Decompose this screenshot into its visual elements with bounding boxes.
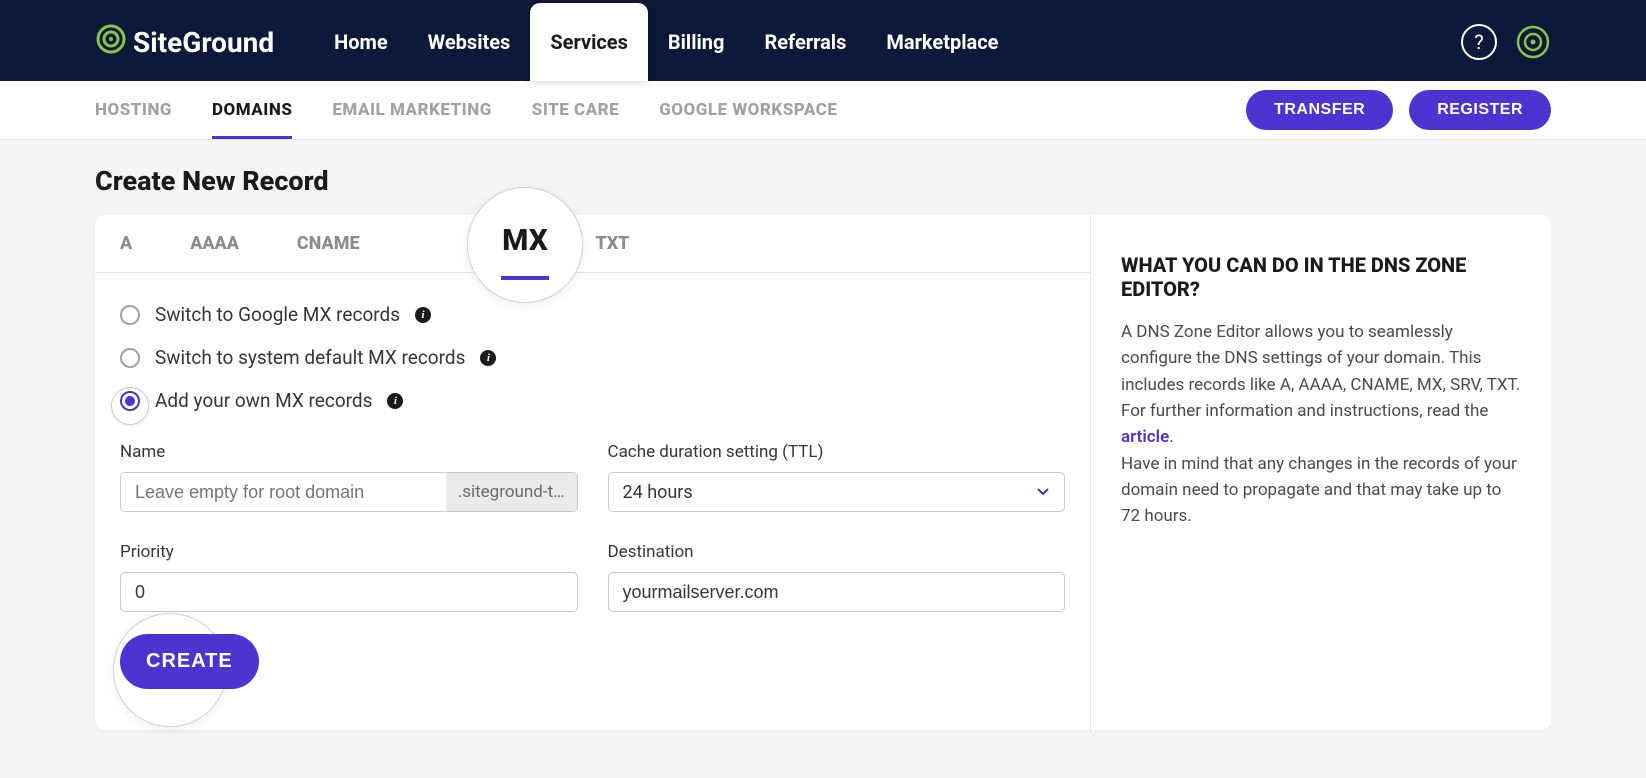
subnav-hosting[interactable]: HOSTING — [95, 81, 172, 139]
tab-a[interactable]: A — [120, 215, 132, 272]
main-panel: A AAAA CNAME MX SRV TXT MX Switch to Goo… — [95, 215, 1091, 730]
main-header: SiteGround Home Websites Services Billin… — [0, 3, 1646, 81]
record-type-tabs: A AAAA CNAME MX SRV TXT MX — [95, 215, 1090, 273]
destination-group: Destination — [608, 542, 1066, 612]
nav-referrals[interactable]: Referrals — [744, 3, 866, 81]
tab-mx-highlight[interactable]: MX — [467, 187, 583, 303]
article-link[interactable]: article — [1121, 427, 1169, 447]
chevron-down-icon — [1036, 483, 1050, 502]
info-icon[interactable]: i — [480, 350, 496, 366]
priority-label: Priority — [120, 542, 578, 562]
nav-services[interactable]: Services — [530, 3, 648, 81]
info-panel: WHAT YOU CAN DO IN THE DNS ZONE EDITOR? … — [1091, 215, 1551, 730]
name-group: Name .siteground-t… — [120, 442, 578, 512]
radio-google-label: Switch to Google MX records — [155, 303, 400, 326]
radio-system-circle — [120, 348, 140, 368]
logo-icon — [95, 23, 127, 62]
info-text-2: Have in mind that any changes in the rec… — [1121, 454, 1517, 527]
radio-system-label: Switch to system default MX records — [155, 346, 465, 369]
tab-txt[interactable]: TXT — [595, 215, 629, 272]
ttl-select[interactable]: 24 hours — [608, 472, 1066, 512]
page-title: Create New Record — [0, 140, 1646, 215]
ttl-label: Cache duration setting (TTL) — [608, 442, 1066, 462]
radio-google-circle — [120, 305, 140, 325]
radio-own-mx[interactable]: Add your own MX records i — [120, 389, 1065, 412]
record-card: A AAAA CNAME MX SRV TXT MX Switch to Goo… — [95, 215, 1551, 730]
destination-label: Destination — [608, 542, 1066, 562]
tab-aaaa[interactable]: AAAA — [190, 215, 239, 272]
form-area: Switch to Google MX records i Switch to … — [95, 273, 1090, 730]
help-icon[interactable]: ? — [1461, 24, 1497, 60]
tab-mx-label: MX — [502, 223, 548, 258]
create-wrapper: CREATE — [120, 634, 1065, 702]
create-button[interactable]: CREATE — [120, 634, 259, 689]
nav-billing[interactable]: Billing — [648, 3, 745, 81]
priority-input[interactable] — [120, 572, 578, 612]
register-button[interactable]: REGISTER — [1409, 90, 1551, 130]
nav-websites[interactable]: Websites — [408, 3, 531, 81]
main-nav: Home Websites Services Billing Referrals… — [314, 3, 1018, 81]
tab-cname[interactable]: CNAME — [297, 215, 360, 272]
info-title: WHAT YOU CAN DO IN THE DNS ZONE EDITOR? — [1121, 253, 1521, 301]
radio-google-mx[interactable]: Switch to Google MX records i — [120, 303, 1065, 326]
info-icon[interactable]: i — [387, 393, 403, 409]
subnav-email[interactable]: EMAIL MARKETING — [332, 81, 491, 139]
ttl-value: 24 hours — [623, 482, 693, 503]
transfer-button[interactable]: TRANSFER — [1246, 90, 1393, 130]
radio-own-highlight — [111, 387, 149, 425]
subnav-domains[interactable]: DOMAINS — [212, 81, 292, 139]
name-label: Name — [120, 442, 578, 462]
subnav-sitecare[interactable]: SITE CARE — [532, 81, 619, 139]
logo-text: SiteGround — [133, 26, 274, 59]
info-icon[interactable]: i — [415, 307, 431, 323]
info-text-1: A DNS Zone Editor allows you to seamless… — [1121, 322, 1520, 421]
priority-group: Priority — [120, 542, 578, 612]
radio-own-label: Add your own MX records — [155, 389, 372, 412]
sub-nav: HOSTING DOMAINS EMAIL MARKETING SITE CAR… — [95, 81, 837, 139]
radio-system-mx[interactable]: Switch to system default MX records i — [120, 346, 1065, 369]
tab-mx-underline — [501, 276, 549, 280]
name-input-group: .siteground-t… — [120, 472, 578, 512]
name-suffix: .siteground-t… — [446, 473, 577, 511]
nav-marketplace[interactable]: Marketplace — [866, 3, 1018, 81]
destination-input[interactable] — [608, 572, 1066, 612]
ttl-group: Cache duration setting (TTL) 24 hours — [608, 442, 1066, 512]
sub-header: HOSTING DOMAINS EMAIL MARKETING SITE CAR… — [0, 81, 1646, 140]
info-text: A DNS Zone Editor allows you to seamless… — [1121, 319, 1521, 530]
name-input[interactable] — [121, 473, 446, 511]
avatar-icon[interactable] — [1515, 24, 1551, 60]
subnav-google[interactable]: GOOGLE WORKSPACE — [659, 81, 837, 139]
nav-home[interactable]: Home — [314, 3, 408, 81]
logo[interactable]: SiteGround — [95, 23, 274, 62]
